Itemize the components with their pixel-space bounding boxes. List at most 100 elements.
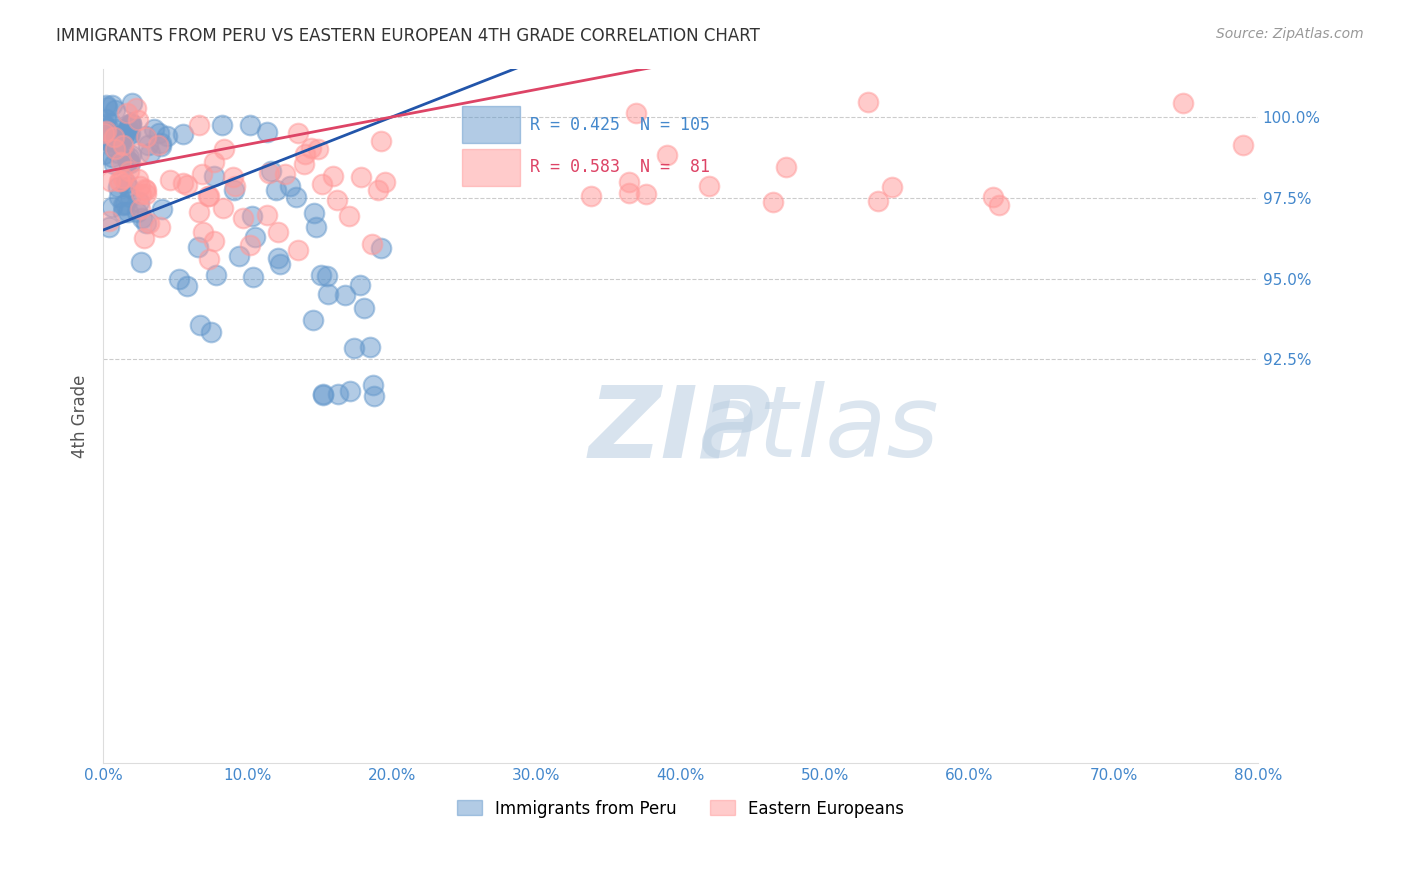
- Point: [159, 173, 181, 187]
- Point: [326, 193, 349, 207]
- Point: [172, 127, 194, 141]
- Point: [202, 234, 225, 248]
- Point: [115, 176, 138, 190]
- Point: [312, 387, 335, 401]
- Point: [117, 179, 139, 194]
- Point: [135, 183, 157, 197]
- Point: [136, 138, 159, 153]
- Point: [657, 147, 679, 161]
- Point: [118, 150, 141, 164]
- Point: [176, 178, 198, 192]
- Point: [103, 157, 125, 171]
- Point: [243, 229, 266, 244]
- Point: [128, 146, 150, 161]
- Point: [634, 187, 657, 202]
- Point: [187, 240, 209, 254]
- Point: [311, 178, 333, 192]
- Point: [299, 141, 322, 155]
- Point: [315, 269, 337, 284]
- Point: [104, 103, 127, 117]
- Point: [118, 163, 141, 178]
- Point: [112, 170, 135, 185]
- Point: [176, 279, 198, 293]
- Point: [1173, 95, 1195, 110]
- Point: [134, 128, 156, 143]
- Point: [305, 219, 328, 234]
- Point: [94, 121, 117, 136]
- Point: [129, 255, 152, 269]
- Point: [98, 219, 121, 234]
- Point: [167, 272, 190, 286]
- Point: [103, 129, 125, 144]
- Point: [267, 251, 290, 265]
- Point: [110, 134, 132, 148]
- Point: [228, 249, 250, 263]
- Point: [139, 145, 162, 160]
- Point: [138, 216, 160, 230]
- Point: [172, 177, 194, 191]
- Point: [868, 194, 890, 209]
- Point: [108, 133, 131, 147]
- Point: [134, 182, 156, 196]
- Point: [316, 286, 339, 301]
- Text: Source: ZipAtlas.com: Source: ZipAtlas.com: [1216, 27, 1364, 41]
- Point: [100, 200, 122, 214]
- Point: [135, 186, 157, 201]
- Point: [112, 198, 135, 212]
- Point: [326, 387, 349, 401]
- Point: [302, 313, 325, 327]
- Point: [204, 268, 226, 282]
- Point: [335, 287, 357, 301]
- Point: [856, 95, 879, 110]
- Point: [98, 134, 121, 148]
- Point: [880, 180, 903, 194]
- Point: [274, 167, 297, 181]
- Point: [117, 153, 139, 168]
- Point: [120, 117, 142, 131]
- Point: [699, 179, 721, 194]
- Point: [339, 384, 361, 399]
- Point: [97, 214, 120, 228]
- Point: [287, 243, 309, 257]
- Point: [108, 174, 131, 188]
- Point: [221, 169, 243, 184]
- Point: [349, 277, 371, 292]
- Point: [94, 133, 117, 147]
- Point: [152, 202, 174, 217]
- Point: [981, 189, 1004, 203]
- Point: [94, 124, 117, 138]
- Point: [309, 268, 332, 282]
- Point: [337, 209, 360, 223]
- Legend: Immigrants from Peru, Eastern Europeans: Immigrants from Peru, Eastern Europeans: [450, 793, 911, 824]
- Point: [188, 205, 211, 219]
- Point: [107, 145, 129, 160]
- Point: [93, 118, 115, 132]
- Point: [120, 190, 142, 204]
- Point: [114, 197, 136, 211]
- Point: [257, 166, 280, 180]
- Y-axis label: 4th Grade: 4th Grade: [72, 374, 89, 458]
- Point: [146, 137, 169, 152]
- Point: [115, 125, 138, 139]
- Point: [370, 241, 392, 255]
- Point: [93, 147, 115, 161]
- Point: [211, 118, 233, 132]
- Point: [287, 126, 309, 140]
- Point: [242, 269, 264, 284]
- Point: [191, 225, 214, 239]
- Point: [202, 155, 225, 169]
- Point: [202, 169, 225, 184]
- Point: [294, 147, 316, 161]
- Point: [239, 238, 262, 252]
- Point: [131, 211, 153, 226]
- Point: [987, 198, 1010, 212]
- Point: [142, 121, 165, 136]
- Point: [284, 190, 307, 204]
- Point: [304, 206, 326, 220]
- Point: [224, 183, 246, 197]
- Point: [120, 116, 142, 130]
- Point: [104, 142, 127, 156]
- Point: [128, 195, 150, 210]
- Point: [256, 125, 278, 139]
- Point: [617, 175, 640, 189]
